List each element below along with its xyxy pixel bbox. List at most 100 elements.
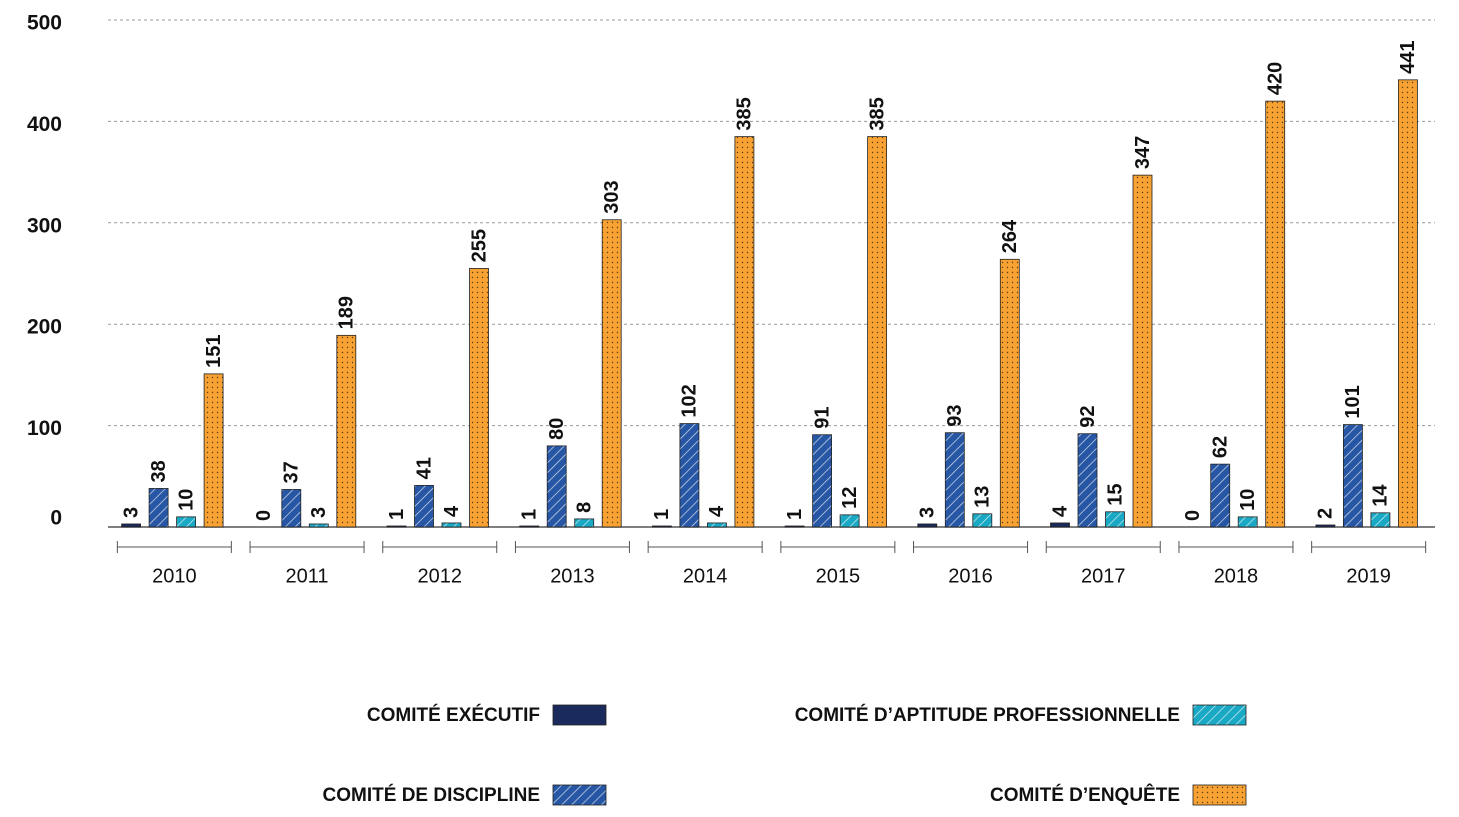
value-label: 92 <box>1077 405 1099 427</box>
value-label: 4 <box>441 505 463 517</box>
bar <box>972 513 993 528</box>
legend-label: COMITÉ D’APTITUDE PROFESSIONNELLE <box>795 704 1180 726</box>
x-tick-label: 2019 <box>1346 565 1391 587</box>
y-tick-label: 300 <box>27 214 62 237</box>
x-tick-label: 2012 <box>418 565 463 587</box>
value-label: 15 <box>1104 484 1126 506</box>
bar <box>601 219 622 528</box>
bar <box>1132 174 1153 528</box>
x-tick-label: 2014 <box>683 565 728 587</box>
legend-swatch <box>1192 784 1247 806</box>
bar <box>944 432 965 528</box>
value-label: 37 <box>281 461 303 483</box>
group-bracket <box>913 541 1029 553</box>
bar <box>281 489 302 528</box>
value-label: 264 <box>999 219 1021 253</box>
x-tick-label: 2018 <box>1214 565 1259 587</box>
bar <box>386 525 407 528</box>
value-label: 189 <box>336 296 358 329</box>
bar <box>652 525 672 528</box>
bar <box>546 445 567 528</box>
bar <box>867 136 887 528</box>
bar <box>308 523 329 528</box>
bar <box>999 258 1020 528</box>
value-label: 1 <box>518 509 540 520</box>
value-label: 3 <box>308 507 330 518</box>
group-bracket <box>116 541 232 553</box>
bar <box>336 334 357 528</box>
value-label: 41 <box>413 457 435 479</box>
legend-label: COMITÉ EXÉCUTIF <box>367 704 540 726</box>
value-label: 385 <box>734 97 756 130</box>
legend-label: COMITÉ DE DISCIPLINE <box>323 784 540 806</box>
y-tick-label: 500 <box>27 12 62 35</box>
value-label: 80 <box>546 418 568 440</box>
value-label: 38 <box>148 460 170 482</box>
group-bracket <box>514 541 630 553</box>
bar <box>1370 512 1391 528</box>
value-label: 1 <box>386 509 408 520</box>
x-tick-label: 2010 <box>152 565 197 587</box>
bar <box>1210 463 1231 528</box>
group-bracket <box>1311 541 1427 553</box>
value-label: 2 <box>1315 508 1337 519</box>
bar <box>784 525 805 528</box>
bar <box>469 268 489 528</box>
y-tick-label: 400 <box>27 113 62 136</box>
legend-label: COMITÉ D’ENQUÊTE <box>990 784 1180 806</box>
bar <box>121 523 141 528</box>
value-label: 8 <box>573 502 595 513</box>
group-bracket <box>1045 541 1161 553</box>
bar <box>574 518 595 528</box>
bar <box>734 136 755 528</box>
bar <box>1315 524 1336 528</box>
bar <box>917 523 938 528</box>
x-tick-label: 2013 <box>550 565 595 587</box>
value-label: 10 <box>175 489 197 511</box>
bar <box>148 488 169 528</box>
x-tick-label: 2017 <box>1081 565 1126 587</box>
x-tick-label: 2016 <box>948 565 993 587</box>
bar <box>1398 79 1418 528</box>
bar <box>1343 424 1363 528</box>
value-label: 91 <box>811 406 833 428</box>
bar <box>1050 522 1070 528</box>
bar <box>441 522 462 528</box>
bar <box>414 485 434 528</box>
value-label: 441 <box>1397 40 1419 73</box>
bar <box>1265 100 1286 528</box>
value-label: 4 <box>1049 505 1071 517</box>
value-label: 1 <box>784 509 806 520</box>
value-label: 3 <box>120 507 142 518</box>
x-tick-label: 2011 <box>286 565 329 587</box>
value-label: 0 <box>1182 510 1204 521</box>
group-bracket <box>780 541 896 553</box>
group-bracket <box>1178 541 1294 553</box>
bar <box>519 525 540 528</box>
legend-swatch <box>552 784 607 806</box>
group-bracket <box>382 541 498 553</box>
value-label: 62 <box>1209 436 1231 458</box>
bar <box>1105 511 1125 528</box>
value-label: 13 <box>972 486 994 508</box>
y-tick-label: 0 <box>50 507 62 530</box>
value-label: 151 <box>203 335 225 368</box>
value-label: 101 <box>1342 385 1364 418</box>
legend-swatch <box>1192 704 1247 726</box>
value-label: 10 <box>1237 489 1259 511</box>
bar <box>679 423 700 528</box>
value-label: 102 <box>679 384 701 417</box>
y-tick-label: 200 <box>27 316 62 339</box>
bar <box>812 434 832 528</box>
value-label: 1 <box>651 509 673 520</box>
value-label: 385 <box>866 97 888 130</box>
value-label: 4 <box>706 505 728 517</box>
value-label: 303 <box>601 180 623 213</box>
legend-swatch <box>552 704 607 726</box>
value-label: 93 <box>944 404 966 426</box>
bar <box>707 522 727 528</box>
bar <box>176 516 197 528</box>
value-label: 0 <box>253 510 275 521</box>
